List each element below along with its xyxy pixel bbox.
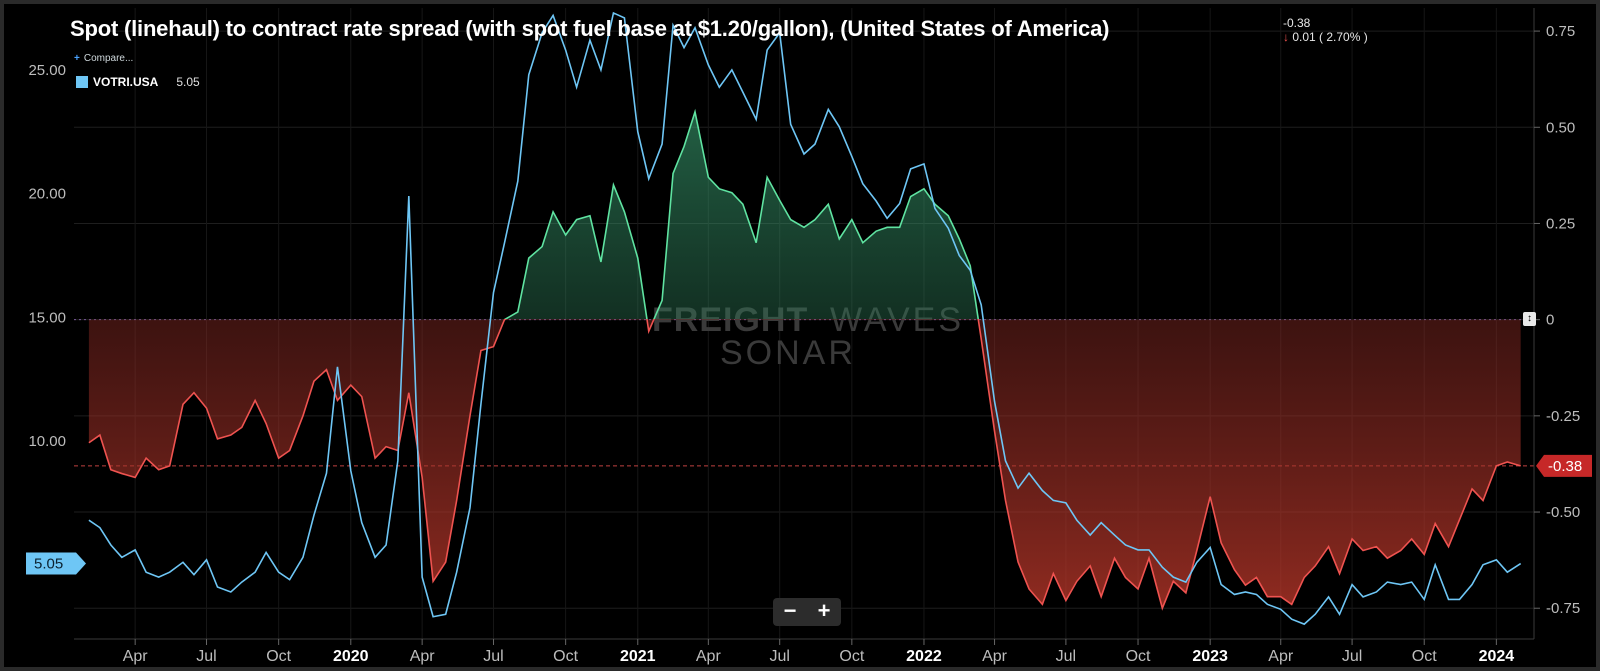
left-axis: 10.00 15.00 20.00 25.00: [28, 62, 66, 450]
right-tick-label: -0.50: [1546, 504, 1580, 521]
plus-icon: +: [74, 53, 80, 64]
right-tick-label: -0.25: [1546, 408, 1580, 425]
chart-title: Spot (linehaul) to contract rate spread …: [70, 16, 1110, 41]
spread-line-negative: [88, 319, 1521, 611]
x-tick-label: Jul: [769, 648, 789, 665]
positive-spread-fill: [505, 111, 979, 319]
left-value-tag: [26, 552, 86, 575]
x-axis: Apr Jul Oct 2020 Apr Jul Oct 2021 Apr Jul Oct 2022 A…: [74, 638, 1534, 665]
votri-line: [88, 11, 1522, 626]
value-tags: -0.38 5.05: [26, 454, 1592, 575]
x-tick-label: Oct: [1412, 648, 1437, 665]
x-tick-label: Apr: [696, 648, 722, 665]
negative-spread-fill: [88, 319, 1521, 609]
left-tick-label: 25.00: [28, 62, 66, 79]
watermark-product: SONAR: [720, 334, 856, 372]
change-indicator: -0.38 ↓ 0.01 ( 2.70% ): [1283, 16, 1368, 44]
compare-label: Compare...: [83, 53, 134, 64]
x-tick-label: 2024: [1479, 648, 1515, 665]
left-tick-label: 20.00: [28, 186, 66, 203]
change-delta: ↓ 0.01 ( 2.70% ): [1283, 30, 1368, 44]
zoom-in-button[interactable]: +: [817, 598, 831, 623]
right-tick-label: 0: [1546, 312, 1554, 329]
x-tick-label: 2021: [620, 648, 656, 665]
x-tick-label: Jul: [196, 648, 216, 665]
x-tick-label: Jul: [1342, 648, 1362, 665]
right-tick-label: -0.75: [1546, 600, 1580, 617]
left-value-tag-label: 5.05: [34, 556, 63, 573]
x-tick-label: Jul: [1056, 648, 1076, 665]
x-tick-label: 2023: [1192, 648, 1228, 665]
legend-swatch: [76, 76, 88, 88]
x-tick-label: Oct: [839, 648, 864, 665]
x-tick-label: Oct: [553, 648, 578, 665]
legend-votri[interactable]: VOTRI.USA 5.05: [76, 75, 200, 89]
x-tick-label: Jul: [483, 648, 503, 665]
x-tick-label: Apr: [410, 648, 436, 665]
x-tick-label: Apr: [1268, 648, 1294, 665]
right-tick-label: 0.25: [1546, 215, 1575, 232]
compare-button[interactable]: + Compare...: [74, 53, 133, 64]
left-tick-label: 15.00: [28, 309, 66, 326]
down-arrow-icon: ↓: [1283, 30, 1289, 44]
x-tick-label: Oct: [1126, 648, 1151, 665]
spread-fills: [88, 111, 1521, 609]
right-tick-label: 0.75: [1546, 23, 1575, 40]
right-value-tag: [1536, 454, 1592, 477]
zoom-out-button[interactable]: −: [783, 598, 797, 623]
change-last-value: -0.38: [1283, 16, 1311, 30]
x-tick-label: Apr: [123, 648, 149, 665]
right-axis: -0.75 -0.50 -0.25 0 0.25 0.50 0.75: [1533, 8, 1580, 639]
right-tick-label: 0.50: [1546, 119, 1575, 136]
legend-series-value: 5.05: [176, 75, 200, 89]
change-delta-value: 0.01 ( 2.70% ): [1292, 30, 1368, 44]
x-tick-label: Apr: [982, 648, 1008, 665]
spread-line-positive: [504, 108, 980, 319]
series-lines: [88, 11, 1522, 626]
left-tick-label: 10.00: [28, 433, 66, 450]
right-value-tag-label: -0.38: [1548, 458, 1582, 475]
zoom-controls: − +: [773, 598, 841, 626]
updown-icon[interactable]: ↕: [1523, 312, 1536, 326]
legend-series-name: VOTRI.USA: [93, 75, 159, 89]
x-tick-label: 2022: [906, 648, 942, 665]
x-tick-label: 2020: [333, 648, 369, 665]
x-tick-label: Oct: [266, 648, 291, 665]
